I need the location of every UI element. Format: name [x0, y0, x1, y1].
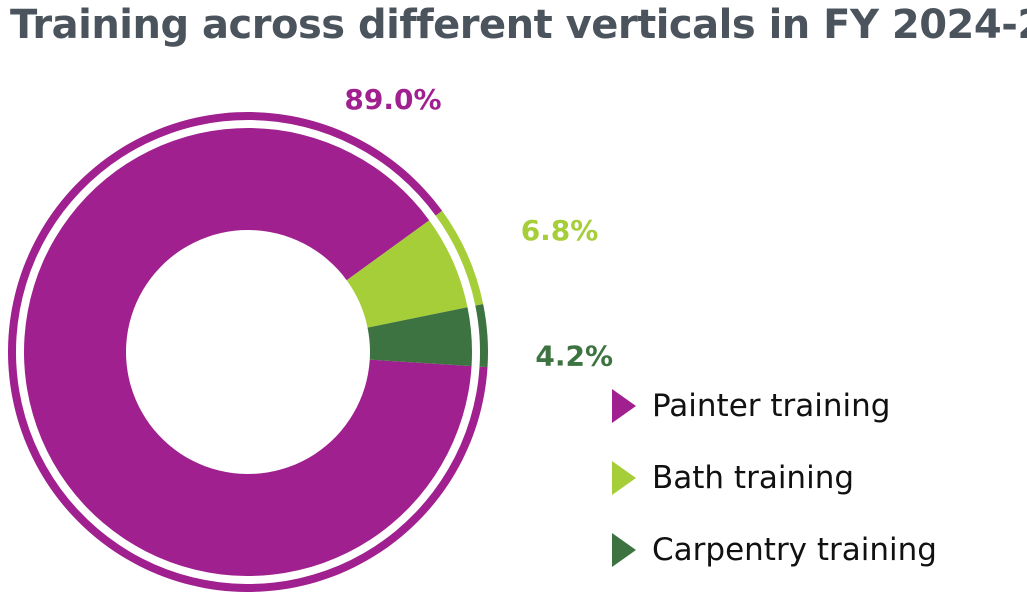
legend-marker-bath-training	[612, 461, 636, 495]
slice-carpentry-training	[367, 307, 473, 367]
slice-outer-ring-carpentry-training	[475, 304, 489, 368]
value-label-carpentry-training: 4.2%	[535, 339, 613, 372]
chart-legend: Painter training Bath training Carpentry…	[612, 382, 1012, 598]
slice-bath-training	[346, 220, 468, 328]
slice-outer-ring-bath-training	[435, 210, 484, 306]
value-label-painter-training: 89.0%	[344, 83, 441, 116]
chart-title: Training across different verticals in F…	[10, 2, 1027, 48]
legend-label-painter-training: Painter training	[652, 388, 891, 424]
value-label-bath-training: 6.8%	[521, 214, 599, 247]
legend-item-carpentry-training: Carpentry training	[612, 526, 1012, 574]
slice-painter-training	[24, 128, 472, 577]
donut-slices	[8, 112, 489, 593]
legend-marker-carpentry-training	[612, 533, 636, 567]
legend-label-carpentry-training: Carpentry training	[652, 532, 937, 568]
legend-item-bath-training: Bath training	[612, 454, 1012, 502]
legend-marker-painter-training	[612, 389, 636, 423]
value-labels: 89.0% 6.8% 4.2%	[344, 83, 613, 372]
legend-label-bath-training: Bath training	[652, 460, 855, 496]
legend-item-painter-training: Painter training	[612, 382, 1012, 430]
